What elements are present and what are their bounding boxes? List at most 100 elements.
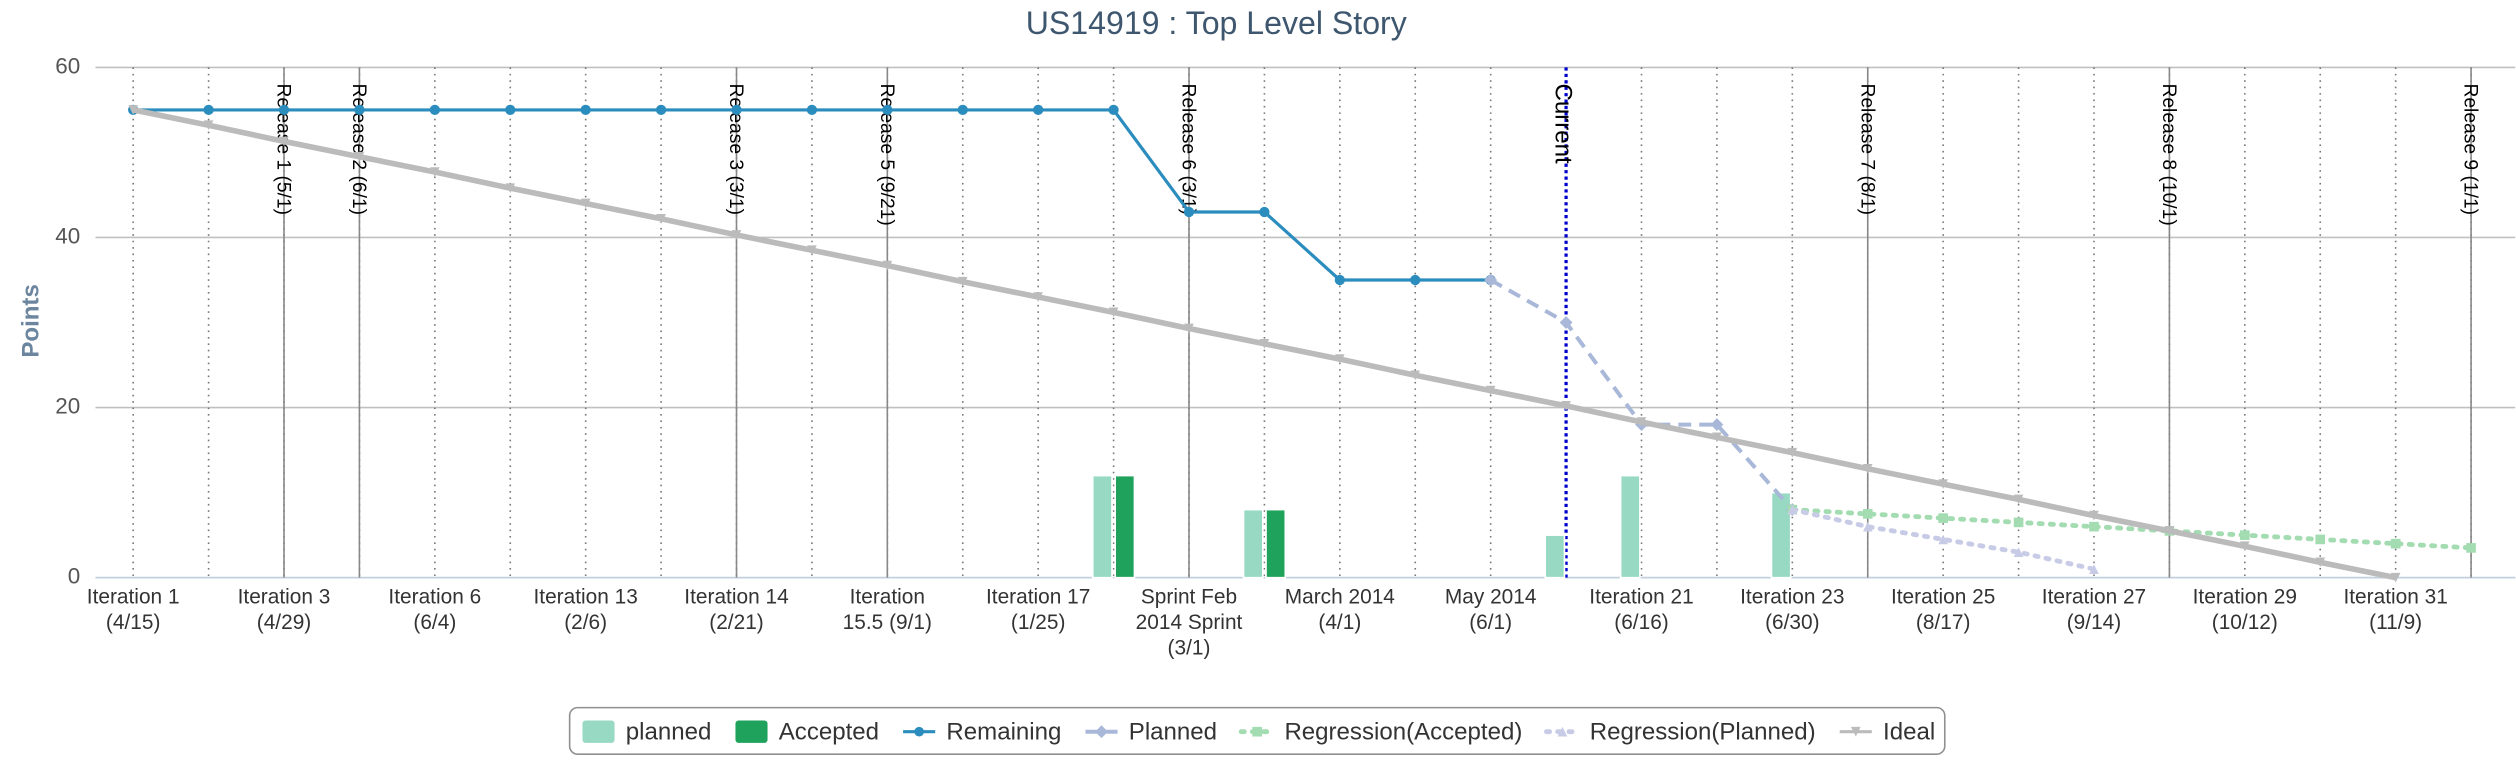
point [1184,323,1194,334]
point [203,120,214,131]
legend-label: Regression(Accepted) [1284,719,1522,746]
x-label-box: Iteration 15.5 (9/1) [842,584,932,634]
bar [1091,474,1113,579]
point [1108,104,1119,116]
x-label-box: Iteration 29 (10/12) [2192,584,2297,634]
point [279,136,289,147]
x-tick-label: Iteration 1 (4/15) [86,584,180,634]
legend-label: Regression(Planned) [1590,719,1816,746]
point [580,104,591,116]
point [1033,292,1043,302]
point [1712,432,1722,443]
point [1033,104,1044,116]
x-tick-label: Sprint Feb 2014 Sprint (3/1) [1135,584,1243,660]
x-tick-label: Iteration 14 (2/21) [684,584,789,634]
point [580,198,591,209]
bar [1770,491,1792,579]
point [2390,572,2401,583]
point [2390,538,2401,549]
legend-label: Accepted [779,719,879,746]
plot-line-label: Current [1550,83,1577,164]
point [2164,526,2175,536]
point [1862,521,1873,532]
point [1559,316,1573,329]
legend-marker [1850,726,1861,737]
x-label-box: Sprint Feb 2014 Sprint (3/1) [1135,584,1243,660]
point [1334,274,1345,286]
point [1787,504,1798,515]
plot-line-label: Release 3 (3/1) [725,83,746,215]
bar [1242,508,1264,579]
point [2240,541,2250,552]
x-label-box: Iteration 1 (4/15) [86,584,180,634]
point [128,105,138,115]
y-tick-label: 40 [55,223,80,248]
x-label-box: May 2014 (6/1) [1444,584,1537,634]
y-axis-title: Points [17,284,44,357]
point [430,167,440,177]
point [2315,534,2326,545]
point [2240,530,2250,540]
point [2089,564,2099,574]
x-label-box: Iteration 31 (11/9) [2343,584,2448,634]
bar [1544,534,1566,579]
point [2089,510,2099,521]
x-label-box: Iteration 3 (4/29) [237,584,331,634]
point [731,104,742,116]
x-label-box: Iteration 17 (1/25) [986,584,1090,634]
point [1485,385,1496,396]
point [1108,307,1119,318]
bar [1619,474,1641,579]
point [2315,557,2326,568]
x-label-box: Iteration 6 (6/4) [388,584,481,634]
x-tick-label: Iteration 3 (4/29) [237,584,331,634]
point [1183,206,1195,218]
point [1410,274,1421,286]
point [1335,354,1345,364]
legend-marker [1557,726,1568,737]
x-label-box: Iteration 13 (2/6) [533,584,638,634]
point [1561,401,1571,411]
point [505,183,516,193]
point [1636,417,1647,427]
x-tick-label: May 2014 (6/1) [1444,584,1537,634]
series-line [1789,507,2474,551]
point [807,245,817,256]
point [1862,463,1873,474]
point [957,276,968,287]
point [656,213,666,224]
plot-line-label: Release 7 (8/1) [1856,83,1877,215]
plot-line-label: Release 9 (1/1) [2460,83,2481,215]
point [957,104,968,116]
y-tick-label: 60 [55,53,80,78]
legend-swatch [735,720,768,743]
x-tick-label: Iteration 13 (2/6) [533,584,638,634]
point [278,104,290,116]
point [2013,517,2024,528]
legend-label: planned [626,719,712,746]
legend-marker [1252,726,1262,737]
plot-line-label: Release 8 (10/1) [2158,83,2179,225]
legend-swatch [582,720,615,743]
plot-line-label: Release 2 (6/1) [348,83,369,215]
plot-line-label: Release 1 (5/1) [273,83,294,215]
point [2013,494,2024,505]
x-tick-label: Iteration 31 (11/9) [2343,584,2448,634]
point [882,260,893,271]
point [354,151,365,162]
legend-label: Planned [1129,719,1217,746]
point [1787,447,1798,458]
x-label-box: Iteration 27 (9/14) [2042,584,2146,634]
point [2089,521,2099,532]
x-tick-label: Iteration 29 (10/12) [2192,584,2297,634]
point [505,104,516,116]
x-tick-label: Iteration 21 (6/16) [1589,584,1694,634]
point [1410,370,1421,381]
legend-label: Remaining [946,719,1061,746]
point [1259,338,1270,349]
x-tick-label: Iteration 15.5 (9/1) [842,584,932,634]
point [731,230,742,240]
point [1862,509,1873,519]
y-tick-label: 20 [55,394,80,419]
point [354,104,365,116]
